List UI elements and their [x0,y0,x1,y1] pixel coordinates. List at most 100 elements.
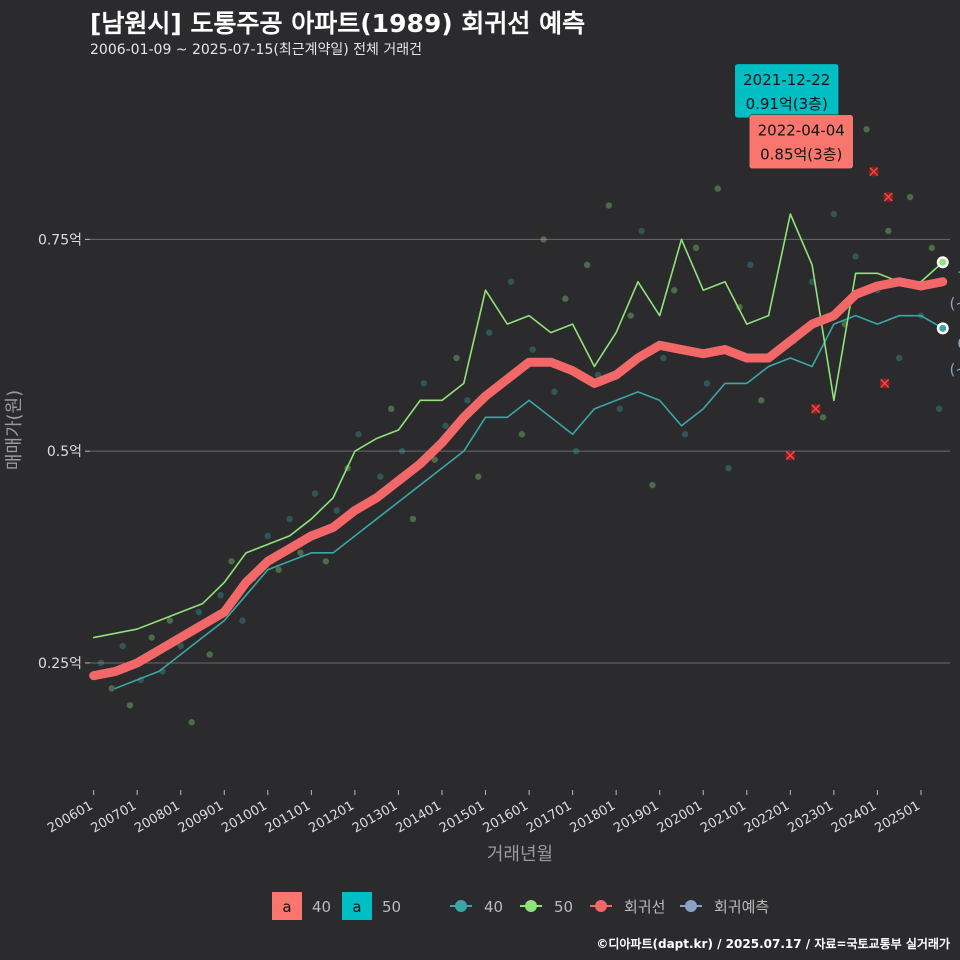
callout-box [748,114,854,169]
scatter-point [119,642,126,650]
scatter-point [573,447,580,455]
scatter-point [333,507,340,514]
scatter-point [286,515,293,523]
x-tick-label: 201801 [568,798,618,836]
line-series-50 [92,213,944,639]
scatter-point [638,227,645,235]
scatter-point [703,380,711,387]
scatter-point [863,126,870,133]
legend-label-name: 40 [312,898,331,916]
end-point [939,324,947,332]
scatter-point [605,202,613,209]
scatter-point [692,244,700,252]
scatter-point [275,566,282,573]
y-tick-label: 0.75억 [38,232,82,248]
scatter-point [808,278,816,285]
scatter-point [935,405,943,413]
page-title: [남원시] 도통주공 아파트(1989) 회귀선 예측 [90,9,586,38]
legend-line-name: 40 [484,898,503,916]
scatter-point [177,642,184,650]
scatter-point [475,473,482,480]
scatter-point [819,414,827,421]
lines-layer [89,213,948,690]
scatter-point [485,329,493,336]
scatter-point [126,702,134,709]
footer-credit: ©디아파트(dapt.kr) / 2025.07.17 / 자료=국토교통부 실… [596,937,950,951]
scatter-point [852,253,859,260]
x-tick-label: 201901 [611,798,661,836]
callout-date: 2022-04-04 [758,122,845,140]
scatter-point [206,651,213,658]
scatter-point [616,405,623,413]
scatter-point [660,354,667,362]
y-tick-label: 0.25억 [38,656,82,672]
legend-line-dot [595,900,607,912]
scatter-point [681,431,689,438]
outlier-cross [880,378,890,388]
scatter-point [885,227,892,235]
x-tick-label: 202501 [872,798,922,836]
scatter-point [649,481,656,489]
scatter-point [507,278,515,285]
callout-value: 0.91억(3층) [746,95,828,113]
x-tick-label: 201101 [263,798,313,836]
x-tick-label: 202201 [742,798,792,836]
legend-line-dot [455,900,467,912]
scatter-point [377,473,384,480]
scatter-point [387,405,395,413]
scatter-point [830,210,838,218]
x-tick-label: 202101 [698,798,748,836]
grid [90,238,950,664]
scatter-point [420,380,428,387]
scatter-point [747,261,754,269]
page-subtitle: 2006-01-09 ~ 2025-07-15(최근계약일) 전체 거래건 [90,42,422,58]
end-value-label: 7,233 [957,268,960,286]
x-axis-title: 거래년월 [487,844,553,865]
scatter-point [627,312,634,319]
x-tick-label: 200701 [89,798,139,836]
outlier-cross [785,450,795,460]
scatter-point [431,456,438,463]
x-tick-label: 201401 [393,798,443,836]
scatter-point [228,558,235,565]
x-tick-label: 202301 [785,798,835,836]
x-tick-label: 201601 [481,798,531,836]
scatter-point [453,354,460,362]
x-tick-label: 200601 [45,798,95,836]
end-area-label: (~40㎡) [950,360,960,378]
callout-value: 0.85억(3층) [760,146,842,164]
y-tick-label: 0.5억 [47,444,82,460]
scatter-point [583,261,591,269]
scatter-point [166,617,174,624]
scatter-point [108,685,115,692]
legend-line-name: 회귀선 [624,898,665,916]
scatter-point [311,490,319,497]
scatter-point [355,431,362,438]
outlier-cross [883,192,893,202]
legend: a 40 a 50 40 50 회귀선 회귀예측 [272,892,769,920]
axes-layer: 0.25억0.5억0.75억20060120070120080120090120… [4,232,923,865]
outlier-cross [869,167,879,177]
legend-line-name: 회귀예측 [714,898,769,916]
scatter-point [195,608,203,616]
scatter-point [714,185,721,192]
end-value-label: 6,450 [957,334,960,352]
scatter-point [297,549,304,557]
scatter-point [725,464,732,472]
x-tick-label: 201701 [524,798,574,836]
x-tick-label: 201001 [219,798,269,836]
scatter-point [529,346,536,353]
scatter-point [217,591,224,599]
scatter-point [551,388,558,396]
x-tick-label: 200901 [176,798,226,836]
scatter-point [464,397,471,404]
scatter-layer [97,100,943,726]
scatter-point [518,431,526,438]
legend-label-letter: a [352,898,361,916]
legend-line-dot [685,900,697,912]
x-tick-label: 200801 [132,798,182,836]
x-tick-label: 201201 [306,798,356,836]
legend-label-name: 50 [382,898,401,916]
legend-line-name: 50 [554,898,573,916]
